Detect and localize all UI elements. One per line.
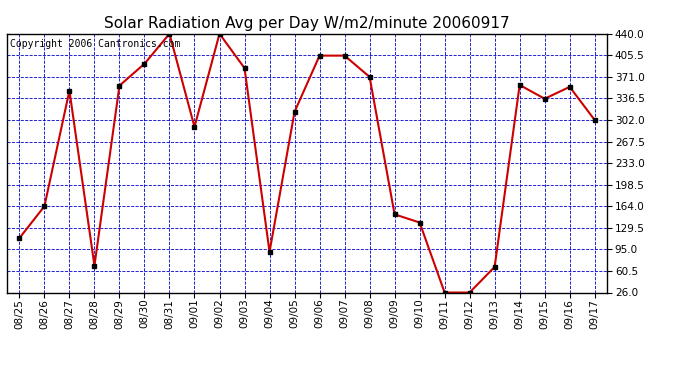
Text: Copyright 2006 Cantronics.com: Copyright 2006 Cantronics.com	[10, 39, 180, 49]
Title: Solar Radiation Avg per Day W/m2/minute 20060917: Solar Radiation Avg per Day W/m2/minute …	[104, 16, 510, 31]
